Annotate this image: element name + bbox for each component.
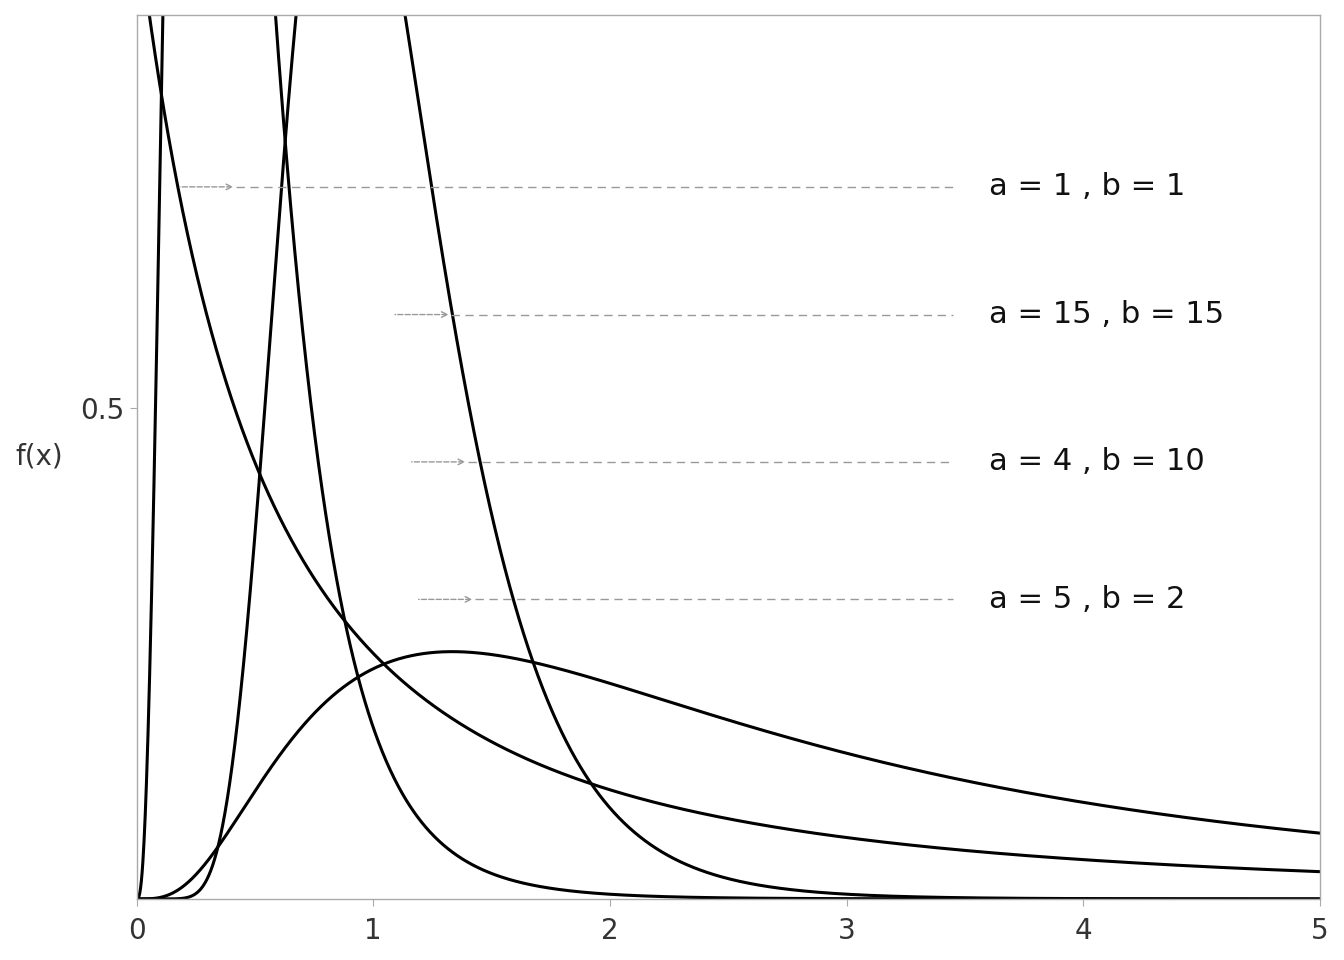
Text: a = 1 , b = 1: a = 1 , b = 1	[989, 173, 1185, 202]
Y-axis label: f(x): f(x)	[15, 443, 63, 471]
Text: a = 5 , b = 2: a = 5 , b = 2	[989, 585, 1185, 613]
Text: a = 4 , b = 10: a = 4 , b = 10	[989, 447, 1204, 476]
Text: a = 15 , b = 15: a = 15 , b = 15	[989, 300, 1224, 329]
